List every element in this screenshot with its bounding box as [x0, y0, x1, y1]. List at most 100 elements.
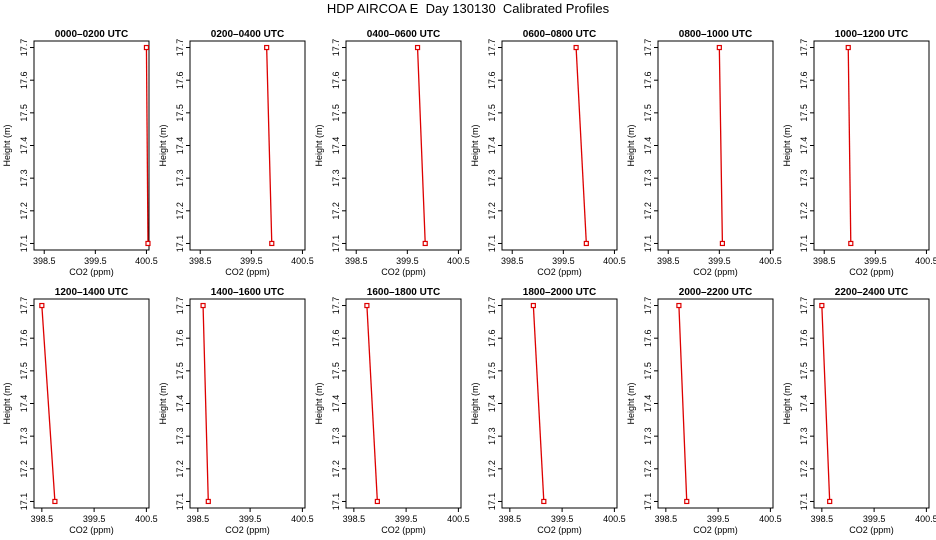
y-tick-label: 17.4: [487, 395, 497, 413]
y-tick-label: 17.1: [799, 235, 809, 253]
data-point: [52, 498, 58, 505]
x-tick-label: 398.5: [345, 256, 368, 266]
data-point: [374, 498, 380, 505]
y-axis-label: Height (m): [782, 124, 792, 166]
y-tick-label: 17.5: [487, 362, 497, 380]
y-tick-label: 17.1: [799, 493, 809, 511]
x-tick-label: 399.5: [863, 514, 886, 524]
y-tick-label: 17.1: [19, 493, 29, 511]
data-point: [583, 240, 589, 247]
panel-title: 1800–2000 UTC: [523, 287, 596, 298]
x-tick-label: 398.5: [811, 514, 834, 524]
y-tick-label: 17.7: [175, 297, 185, 315]
data-point: [684, 498, 690, 505]
y-tick-label: 17.7: [643, 297, 653, 315]
panel-title: 1000–1200 UTC: [835, 29, 908, 40]
y-axis-label: Height (m): [314, 382, 324, 424]
x-tick-label: 400.5: [291, 256, 314, 266]
x-axis-label: CO2 (ppm): [381, 525, 426, 535]
y-tick-label: 17.6: [175, 329, 185, 347]
x-tick-label: 400.5: [915, 514, 936, 524]
data-point: [719, 240, 726, 247]
x-tick-label: 400.5: [915, 256, 936, 266]
panel-title: 0000–0200 UTC: [55, 29, 128, 40]
plot-frame: [33, 40, 150, 251]
x-tick-label: 398.5: [501, 256, 524, 266]
panel-title: 0400–0600 UTC: [367, 29, 440, 40]
plot-frame: [657, 40, 774, 251]
y-tick-label: 17.7: [175, 39, 185, 57]
x-tick-label: 399.5: [551, 514, 574, 524]
y-tick-label: 17.4: [487, 137, 497, 155]
y-tick-label: 17.2: [643, 460, 653, 478]
y-tick-label: 17.2: [643, 202, 653, 220]
y-axis-label: Height (m): [626, 382, 636, 424]
x-tick-label: 398.5: [189, 256, 212, 266]
y-axis-label: Height (m): [158, 124, 168, 166]
y-tick-label: 17.3: [331, 427, 341, 445]
y-tick-label: 17.1: [19, 235, 29, 253]
profile-line: [366, 305, 379, 502]
x-tick-label: 400.5: [603, 256, 626, 266]
data-point: [819, 302, 825, 309]
x-tick-label: 398.5: [343, 514, 366, 524]
plot-frame: [813, 40, 930, 251]
y-tick-label: 17.5: [799, 104, 809, 122]
y-tick-label: 17.6: [799, 71, 809, 89]
x-tick-label: 400.5: [759, 514, 782, 524]
data-point: [422, 240, 428, 247]
x-tick-label: 399.5: [84, 256, 107, 266]
y-axis-label: Height (m): [314, 124, 324, 166]
x-tick-label: 398.5: [657, 256, 680, 266]
plot-frame: [189, 40, 306, 251]
x-axis-label: CO2 (ppm): [537, 267, 582, 277]
y-tick-label: 17.5: [643, 104, 653, 122]
profile-panel: 1000–1200 UTC 398.5 399.5 400.5 CO2 (ppm) 17.…: [782, 29, 936, 277]
y-tick-label: 17.7: [19, 39, 29, 57]
plot-frame: [813, 298, 930, 509]
y-tick-label: 17.1: [487, 493, 497, 511]
y-tick-label: 17.4: [799, 137, 809, 155]
y-tick-label: 17.1: [175, 493, 185, 511]
data-point: [39, 302, 45, 309]
y-tick-label: 17.3: [19, 169, 29, 187]
y-tick-label: 17.7: [331, 39, 341, 57]
x-tick-label: 398.5: [187, 514, 210, 524]
y-tick-label: 17.5: [799, 362, 809, 380]
data-point: [530, 302, 536, 309]
panel-title: 1400–1600 UTC: [211, 287, 284, 298]
y-tick-label: 17.5: [331, 362, 341, 380]
profile-line: [266, 47, 273, 244]
profile-panel: 0400–0600 UTC 398.5 399.5 400.5 CO2 (ppm) 17.…: [314, 29, 470, 277]
plot-frame: [657, 298, 774, 509]
x-tick-label: 400.5: [135, 514, 158, 524]
profile-panel: 0600–0800 UTC 398.5 399.5 400.5 CO2 (ppm) 17.…: [470, 29, 626, 277]
y-tick-label: 17.2: [175, 460, 185, 478]
y-tick-label: 17.2: [331, 202, 341, 220]
plot-frame: [501, 40, 618, 251]
y-tick-label: 17.5: [175, 362, 185, 380]
y-tick-label: 17.1: [643, 235, 653, 253]
x-tick-label: 400.5: [291, 514, 314, 524]
x-tick-label: 400.5: [447, 256, 470, 266]
y-tick-label: 17.3: [487, 169, 497, 187]
data-point: [573, 44, 579, 51]
y-tick-label: 17.4: [175, 137, 185, 155]
y-axis-label: Height (m): [626, 124, 636, 166]
panel-title: 2000–2200 UTC: [679, 287, 752, 298]
panel-title: 1600–1800 UTC: [367, 287, 440, 298]
x-tick-label: 400.5: [447, 514, 470, 524]
data-point: [845, 44, 851, 51]
x-axis-label: CO2 (ppm): [69, 267, 114, 277]
y-tick-label: 17.1: [643, 493, 653, 511]
y-tick-label: 17.3: [19, 427, 29, 445]
y-tick-label: 17.6: [487, 329, 497, 347]
data-point: [848, 240, 854, 247]
data-point: [716, 44, 722, 51]
y-tick-label: 17.2: [487, 460, 497, 478]
y-tick-label: 17.2: [331, 460, 341, 478]
figure-title: HDP AIRCOA E Day 130130 Calibrated Profi…: [326, 1, 610, 16]
y-tick-label: 17.4: [643, 137, 653, 155]
y-tick-label: 17.7: [487, 297, 497, 315]
y-tick-label: 17.3: [643, 169, 653, 187]
